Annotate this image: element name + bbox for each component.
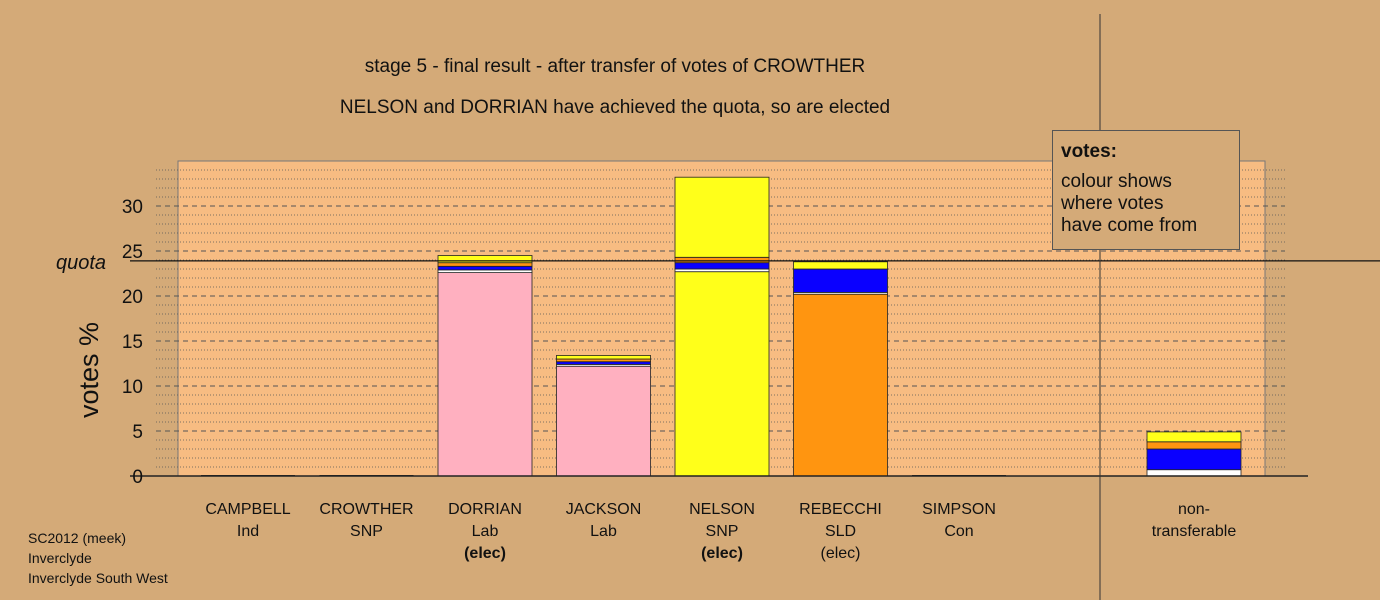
bar-segment-snp [793,261,888,270]
bar-segment-sld [556,358,651,363]
legend-title: votes: [1061,141,1117,162]
bar-segment-ind [437,269,533,273]
x-tick-party: SNP [706,523,739,540]
bar-segment-lab [437,272,533,477]
bar-segment-con [556,361,651,365]
x-tick-status: (elec) [820,545,860,562]
x-tick-party: Lab [590,523,617,540]
x-tick-label: REBECCHI [799,501,882,518]
y-tick-label: 30 [122,197,143,218]
bar-segment-lab [556,365,651,477]
x-tick-label: DORRIAN [448,501,522,518]
bar-segment-snp [437,255,533,264]
y-tick-label: 5 [132,422,143,443]
x-tick-party: Con [944,523,973,540]
bar-segment-sld [674,256,770,264]
x-tick-party: SNP [350,523,383,540]
bar-segment-con [674,262,770,270]
bar-segment-ind [674,268,770,273]
x-tick-party: Lab [472,523,499,540]
footer-caption: SC2012 (meek) Inverclyde Inverclyde Sout… [28,528,168,588]
x-tick-label: JACKSON [566,501,642,518]
legend-line: colour shows [1061,171,1172,192]
footer-council: Inverclyde [28,550,92,566]
x-tick-party: SLD [825,523,856,540]
y-tick-label: 25 [122,242,143,263]
y-tick-label: 15 [122,332,143,353]
bar-segment-con [437,265,533,271]
x-tick-status: (elec) [701,545,743,562]
bar-segment-snp [674,271,770,477]
x-tick-label: CAMPBELL [205,501,290,518]
x-tick-label: SIMPSON [922,501,996,518]
y-tick-label: 10 [122,377,143,398]
chart-title: stage 5 - final result - after transfer … [364,56,866,77]
footer-source: SC2012 (meek) [28,530,127,546]
legend-line: where votes [1061,193,1164,214]
x-tick-label: non- [1178,501,1210,518]
bar-segment-con [1146,448,1242,471]
quota-label: quota [56,252,106,274]
x-tick-party: Ind [237,523,259,540]
legend-box: votes: colour shows where votes have com… [1052,130,1240,250]
bar-segment-sld [793,293,888,477]
y-tick-label: 20 [122,287,143,308]
y-axis-label: votes % [74,322,104,418]
x-tick-party: transferable [1152,523,1237,540]
footer-ward: Inverclyde South West [28,570,168,586]
bar-segment-ind [1146,469,1242,477]
bar-segment-sld [1146,441,1242,450]
x-tick-label: CROWTHER [319,501,413,518]
chart-subtitle: NELSON and DORRIAN have achieved the quo… [339,97,891,118]
bar-segment-snp [556,354,651,360]
x-tick-label: NELSON [689,501,755,518]
bar-segment-con [793,268,888,293]
y-tick-label: 0 [132,467,143,488]
x-tick-status: (elec) [464,545,506,562]
legend-line: have come from [1061,215,1198,236]
bar-segment-sld [437,262,533,267]
bar-segment-snp [1146,431,1242,443]
bar-segment-snp [674,176,770,258]
